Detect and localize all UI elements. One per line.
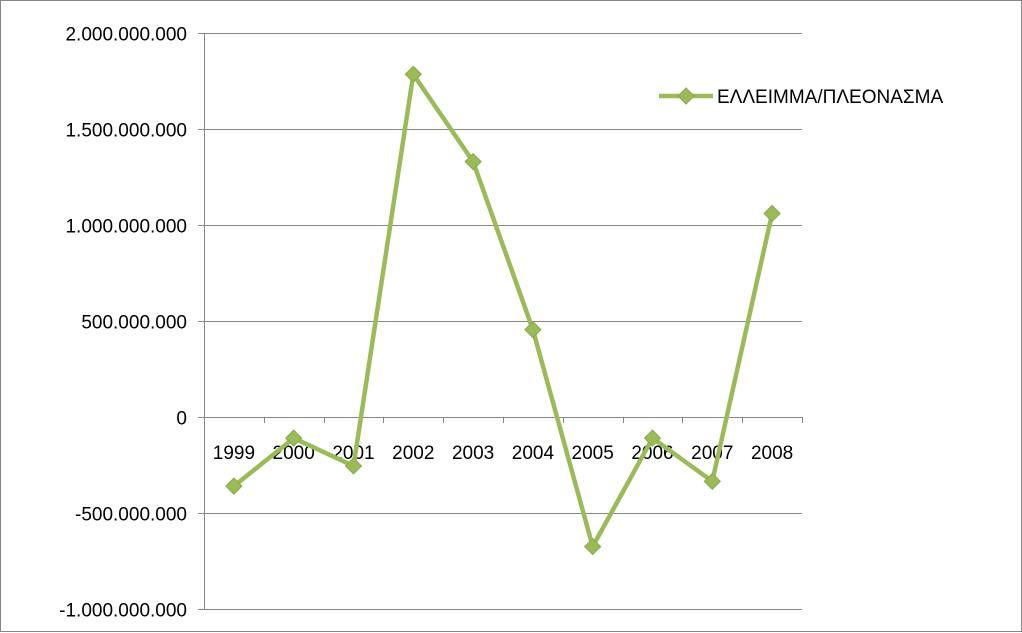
data-point-marker (763, 204, 781, 223)
legend-label: ΕΛΛΕΙΜΜΑ/ΠΛΕΟΝΑΣΜΑ (717, 87, 943, 108)
x-tick-label: 2007 (691, 443, 733, 464)
series-line-path (231, 72, 775, 549)
data-point-marker (464, 152, 482, 171)
x-tick-label: 2005 (572, 443, 614, 464)
x-tick-label: 2003 (452, 443, 494, 464)
x-tick-label: 2008 (751, 443, 793, 464)
y-tick-label: 2.000.000.000 (65, 25, 187, 46)
data-point-marker (344, 457, 363, 475)
y-tick-label: 1.000.000.000 (65, 217, 187, 238)
y-tick-label: -1.000.000.000 (59, 601, 187, 622)
y-tick-label: -500.000.000 (75, 505, 187, 526)
data-point-marker (703, 472, 722, 491)
y-tick-label: 0 (176, 409, 187, 430)
data-point-marker (583, 537, 602, 556)
data-point-marker (225, 477, 243, 495)
data-point-marker (404, 65, 423, 83)
y-axis-tick-labels: 2.000.000.000 1.500.000.000 1.000.000.000 5… (59, 25, 187, 622)
x-tick-label: 2004 (512, 443, 555, 464)
grid-lines (198, 33, 802, 610)
y-tick-label: 1.500.000.000 (65, 121, 187, 142)
y-tick-label: 500.000.000 (81, 313, 187, 334)
data-point-marker (524, 320, 542, 339)
legend: ΕΛΛΕΙΜΜΑ/ΠΛΕΟΝΑΣΜΑ (659, 87, 943, 108)
x-tick-label: 2002 (392, 443, 434, 464)
x-axis-tick-labels: 1999 2000 2001 2002 2003 2004 2005 2006 2007 2008 (213, 443, 793, 464)
data-point-marker (284, 429, 303, 447)
legend-diamond-icon (677, 87, 695, 105)
x-tick-label: 1999 (213, 443, 255, 464)
data-point-marker (643, 429, 662, 447)
data-markers (225, 65, 781, 556)
series-line (231, 72, 775, 549)
axes (204, 33, 803, 609)
